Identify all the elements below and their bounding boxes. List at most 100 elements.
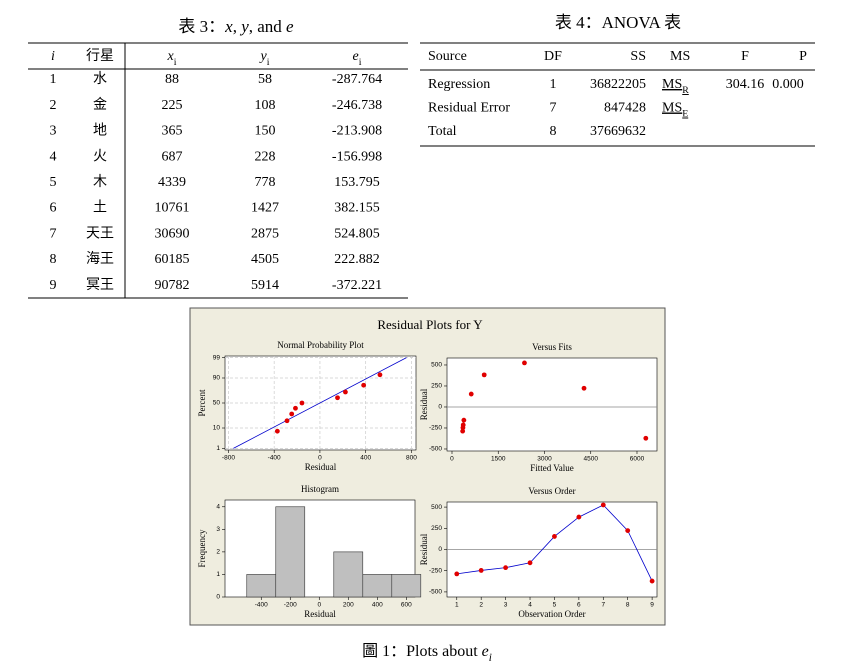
data-point [289,411,295,417]
data-point [503,565,509,571]
y-tick-label: 0 [438,404,442,411]
table-cell: 海王 [86,251,114,267]
table-cell: 228 [255,149,276,164]
table-cell: 847428 [604,101,646,116]
table-cell: 9 [50,278,57,293]
table-header: DF [544,49,562,64]
y-axis-label: Percent [197,389,207,416]
fit-line [233,357,407,449]
y-tick-label: 10 [213,425,221,432]
y-tick-label: 99 [213,354,221,361]
data-point [600,502,606,508]
data-point [576,514,582,520]
table-cell: 225 [162,98,183,113]
table-cell: 37669632 [590,124,646,139]
y-tick-label: 1 [216,571,220,578]
plot-title: Histogram [301,484,339,494]
x-tick-label: 3000 [537,456,552,463]
plot-title: Normal Probability Plot [277,340,364,350]
x-tick-label: 2 [479,602,483,609]
table-cell: 304.16 [726,77,765,92]
table-cell: 222.882 [334,252,380,267]
table-cell: 天王 [86,226,114,241]
table-cell: 木 [93,174,107,190]
table-header: MS [670,49,690,64]
table-cell: 153.795 [334,175,380,190]
histogram-bar [362,574,393,598]
x-tick-label: 0 [450,456,454,463]
table-cell: 2875 [251,226,279,241]
table-cell: 7 [550,101,557,116]
table-cell: 7 [50,226,57,241]
table-cell: 687 [162,149,183,164]
y-tick-label: -250 [429,425,442,432]
x-tick-label: 7 [601,602,605,609]
subscript: i [267,57,270,68]
histogram-bar [275,506,306,598]
x-tick-label: 400 [372,602,383,609]
y-tick-label: -500 [429,589,442,596]
x-tick-label: 4500 [584,456,599,463]
table-title: 表 4：ANOVA 表 [555,13,681,32]
table-header: F [741,49,749,64]
text-run: , and [249,17,286,36]
x-tick-label: 1 [455,602,459,609]
table-cell: 524.805 [334,226,380,241]
table-cell: -246.738 [332,98,382,113]
x-tick-label: 6 [577,602,581,609]
y-tick-label: -500 [429,446,442,453]
x-axis-label: Fitted Value [530,463,574,473]
data-point [481,372,487,378]
table-cell: 108 [255,98,276,113]
plot-title: Versus Fits [532,342,572,352]
figure-title: Residual Plots for Y [377,317,483,332]
table-title: 表 3：x, y, and e [178,17,294,36]
table-cell: 150 [255,124,276,139]
x-tick-label: 0 [318,455,322,462]
data-point [361,382,367,388]
table-cell: 4339 [158,175,186,190]
text-run: y [239,17,249,36]
text-run: , [233,17,242,36]
table-cell: 0.000 [772,77,804,92]
x-tick-label: -400 [268,455,281,462]
x-tick-label: -400 [255,602,268,609]
data-point [478,568,484,573]
y-axis-label: Frequency [197,529,207,567]
table-header: ei [353,49,362,68]
y-tick-label: -250 [429,567,442,574]
y-tick-label: 3 [216,526,220,533]
table-cell: 10761 [155,201,190,216]
y-tick-label: 0 [216,594,220,601]
subscript: i [489,652,492,664]
text-run: y [259,49,268,64]
data-point [552,534,557,539]
plot-area [446,357,658,452]
data-point [649,578,655,584]
text-run: x [224,17,233,36]
table-cell: -287.764 [332,72,382,87]
table-cell: 5 [50,175,57,190]
y-tick-label: 4 [216,503,220,510]
x-tick-label: 4 [528,602,532,609]
table-cell: 90782 [155,278,190,293]
table-header: SS [630,49,646,64]
plot-title: Versus Order [528,486,575,496]
table-cell: 382.155 [334,201,380,216]
subscript: R [682,85,689,96]
table-cell: 365 [162,124,183,139]
table-cell: 8 [550,124,557,139]
y-axis-label: Residual [419,533,429,565]
table-header: P [799,49,807,64]
table-cell: 88 [165,72,179,87]
data-point [527,560,533,566]
x-tick-label: 6000 [630,456,645,463]
text-run: 表 3： [178,17,225,36]
table-cell: 1427 [251,201,279,216]
y-tick-label: 0 [438,546,442,553]
data-point [377,372,383,378]
data-point [460,422,466,428]
text-run: 圖 1：Plots about [362,643,482,660]
table-cell: 30690 [155,226,190,241]
